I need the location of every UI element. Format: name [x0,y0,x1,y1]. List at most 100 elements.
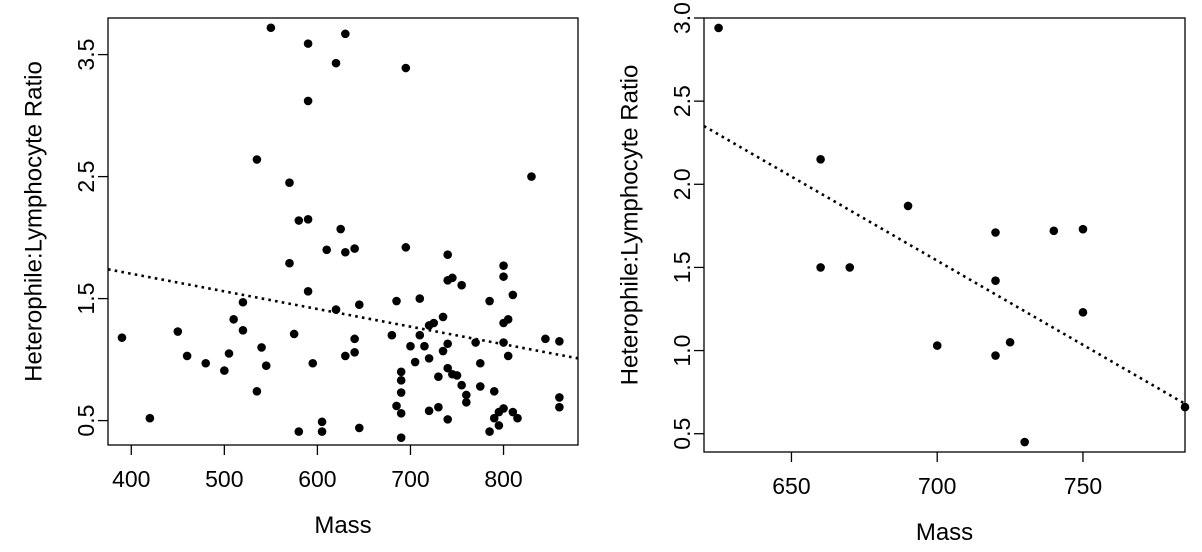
data-point [201,358,211,368]
data-point [317,427,327,436]
x-tick-label: 750 [1064,473,1102,499]
data-point [448,273,457,283]
data-point [443,415,453,424]
data-point [220,366,229,375]
data-point [252,155,262,164]
data-point [503,351,513,361]
data-point [494,421,504,430]
data-point [991,351,1000,360]
data-point [392,296,401,306]
data-point [350,244,359,253]
data-point [252,387,262,396]
data-point [503,315,513,324]
data-point [322,245,332,255]
data-point [1180,402,1190,412]
data-point [317,417,327,427]
data-point [266,23,276,33]
y-tick-label: 0.5 [669,418,695,450]
data-point [932,341,942,350]
data-point [845,263,855,272]
data-point [308,358,318,368]
data-point [331,58,341,68]
y-tick-label: 1.5 [669,251,695,283]
data-point [903,201,913,211]
trend-line [108,268,578,360]
data-point [499,261,508,270]
x-tick-label: 650 [772,473,810,499]
data-point [331,305,341,314]
y-tick-label: 2.5 [73,161,99,193]
data-point [429,318,439,328]
x-axis-title: Mass [314,512,371,539]
data-point [508,407,518,417]
data-point [350,347,359,357]
y-tick-label: 3.0 [669,2,695,34]
data-point [555,393,564,402]
plot-frame [107,17,579,446]
data-point [294,216,304,225]
data-point [294,427,304,436]
data-point [457,380,466,390]
data-point [499,272,508,281]
data-point [396,376,406,385]
data-point [555,337,564,346]
x-axis-title: Mass [916,519,973,546]
x-tick-label: 400 [112,466,150,492]
data-point [1005,337,1015,347]
x-tick-label: 600 [298,466,336,492]
y-tick-label: 0.5 [73,405,99,437]
data-point [555,402,564,412]
data-point [341,29,350,39]
data-point [341,351,350,361]
plot-frame [703,17,1186,453]
data-point [443,250,453,259]
data-point [489,387,499,396]
chart-right: 650 700 750 0.5 1.0 1.5 2.0 2.5 3.0 Mass Heterophi… [617,2,1190,546]
data-point [475,382,485,391]
y-tick-label: 1.0 [669,335,695,367]
y-tick-label: 3.5 [73,39,99,71]
data-point [415,330,425,340]
data-point [257,343,266,352]
y-tick-label: 2.0 [669,168,695,200]
data-point [499,404,508,413]
data-point [341,247,350,257]
data-point [117,333,127,342]
data-point [229,315,238,324]
data-point [714,23,723,33]
data-point [182,351,192,361]
x-tick-label: 700 [918,473,956,499]
data-point [396,408,406,418]
data-point [508,290,518,300]
data-point [499,338,508,347]
data-point [1049,226,1059,236]
chart-left: 400 500 600 700 800 0.5 1.5 2.5 3.5 Mass Heterophi… [21,17,579,539]
data-point [424,406,434,416]
data-point [438,346,448,356]
data-point [1078,308,1088,317]
data-point [527,172,536,181]
data-point [350,334,359,344]
data-point [401,243,411,252]
data-point [396,367,406,377]
data-point [462,398,471,407]
data-point [438,312,448,322]
data-point [238,297,248,307]
data-point [1078,224,1088,234]
data-point [336,224,345,234]
data-point [285,178,294,187]
data-point [303,39,313,48]
data-point [816,263,825,272]
data-point [354,300,364,310]
data-point [303,215,313,224]
data-point [424,354,434,363]
data-point [443,363,453,373]
data-point [1020,437,1029,447]
x-tick-label: 700 [391,466,429,492]
data-point [145,413,155,423]
data-point [289,329,299,339]
data-point [173,327,183,336]
data-point [396,433,406,442]
y-tick-label: 1.5 [73,283,99,315]
data-point [354,423,364,433]
